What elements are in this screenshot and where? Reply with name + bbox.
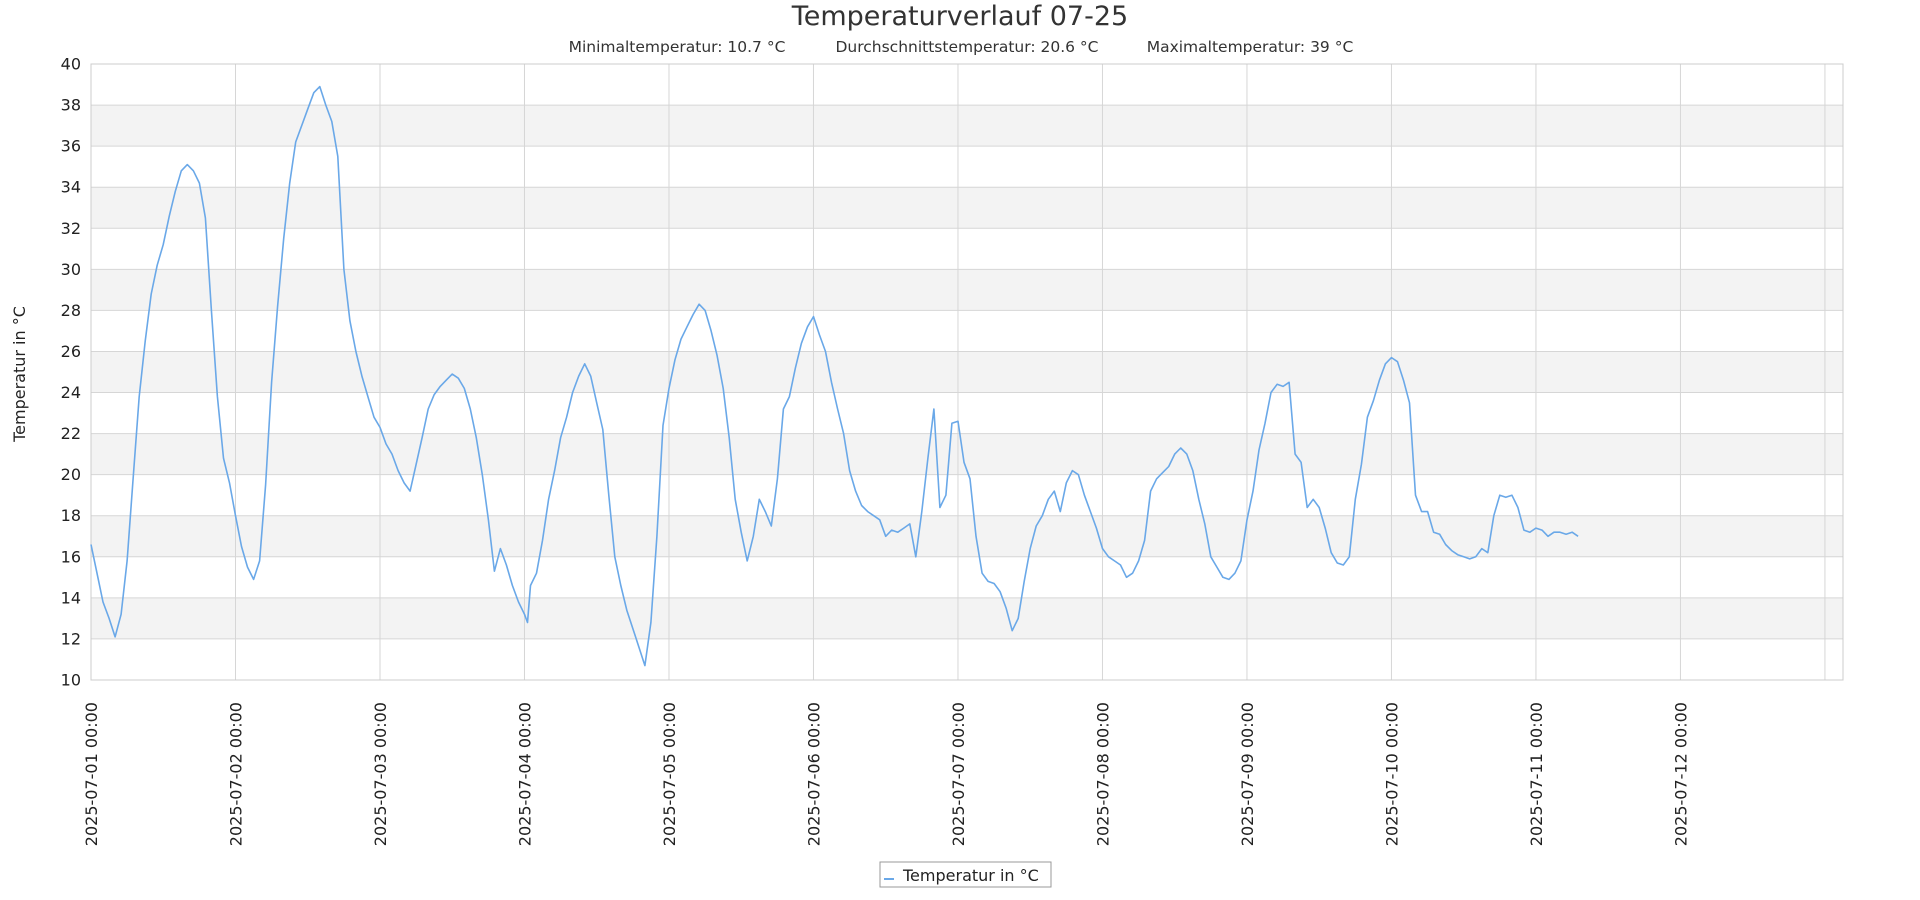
plot-band xyxy=(91,597,1843,639)
x-tick-label: 2025-07-01 00:00 xyxy=(82,702,101,846)
y-tick-label: 30 xyxy=(61,260,81,279)
y-tick-label: 34 xyxy=(61,178,81,197)
max-temp-stat: Maximaltemperatur: 39 °C xyxy=(1147,38,1354,56)
x-tick-label: 2025-07-03 00:00 xyxy=(371,702,390,846)
x-tick-label: 2025-07-09 00:00 xyxy=(1238,702,1257,846)
x-axis-tick-labels: 2025-07-01 00:00 2025-07-02 00:00 2025-07-… xyxy=(82,702,1690,846)
y-axis-title: Temperatur in °C xyxy=(10,306,29,443)
y-tick-label: 10 xyxy=(61,671,81,690)
y-tick-label: 38 xyxy=(61,96,81,115)
avg-temp-stat: Durchschnittstemperatur: 20.6 °C xyxy=(835,38,1098,56)
plot-band xyxy=(91,105,1843,147)
x-tick-label: 2025-07-04 00:00 xyxy=(515,702,534,846)
plot-band xyxy=(91,433,1843,475)
legend[interactable]: Temperatur in °C xyxy=(879,861,1052,888)
chart-title: Temperaturverlauf 07-25 xyxy=(791,1,1128,32)
x-tick-label: 2025-07-12 00:00 xyxy=(1671,702,1690,846)
x-tick-label: 2025-07-11 00:00 xyxy=(1527,702,1546,846)
plot-band xyxy=(91,515,1843,557)
x-tick-label: 2025-07-10 00:00 xyxy=(1382,702,1401,846)
y-tick-label: 24 xyxy=(61,383,81,402)
legend-label: Temperatur in °C xyxy=(902,866,1039,885)
plot-band xyxy=(91,269,1843,311)
y-tick-label: 12 xyxy=(61,629,81,648)
series-line-temperatur[interactable] xyxy=(90,85,1579,667)
plot-band xyxy=(91,187,1843,229)
x-tick-label: 2025-07-07 00:00 xyxy=(949,702,968,846)
y-tick-label: 14 xyxy=(61,588,81,607)
plot-area-border xyxy=(90,63,1844,681)
vertical-gridlines xyxy=(90,64,1826,680)
y-tick-label: 18 xyxy=(61,506,81,525)
y-tick-label: 32 xyxy=(61,219,81,238)
y-tick-label: 22 xyxy=(61,424,81,443)
y-axis-tick-labels: 10 12 14 16 18 20 22 24 26 28 30 32 34 36 38 40 xyxy=(61,55,81,690)
legend-box xyxy=(879,861,1052,888)
series-group xyxy=(90,85,1579,667)
min-temp-stat: Minimaltemperatur: 10.7 °C xyxy=(569,38,786,56)
plot-bands xyxy=(91,105,1843,639)
y-tick-label: 20 xyxy=(61,465,81,484)
x-tick-label: 2025-07-06 00:00 xyxy=(804,702,823,846)
x-tick-label: 2025-07-02 00:00 xyxy=(226,702,245,846)
y-tick-label: 16 xyxy=(61,547,81,566)
y-tick-label: 26 xyxy=(61,342,81,361)
y-tick-label: 36 xyxy=(61,137,81,156)
x-tick-label: 2025-07-08 00:00 xyxy=(1093,702,1112,846)
x-tick-label: 2025-07-05 00:00 xyxy=(660,702,679,846)
y-tick-label: 40 xyxy=(61,55,81,74)
chart-subtitle-stats: Minimaltemperatur: 10.7 °C Durchschnitts… xyxy=(569,38,1354,56)
y-tick-label: 28 xyxy=(61,301,81,320)
horizontal-gridlines xyxy=(91,63,1843,681)
plot-band xyxy=(91,351,1843,393)
